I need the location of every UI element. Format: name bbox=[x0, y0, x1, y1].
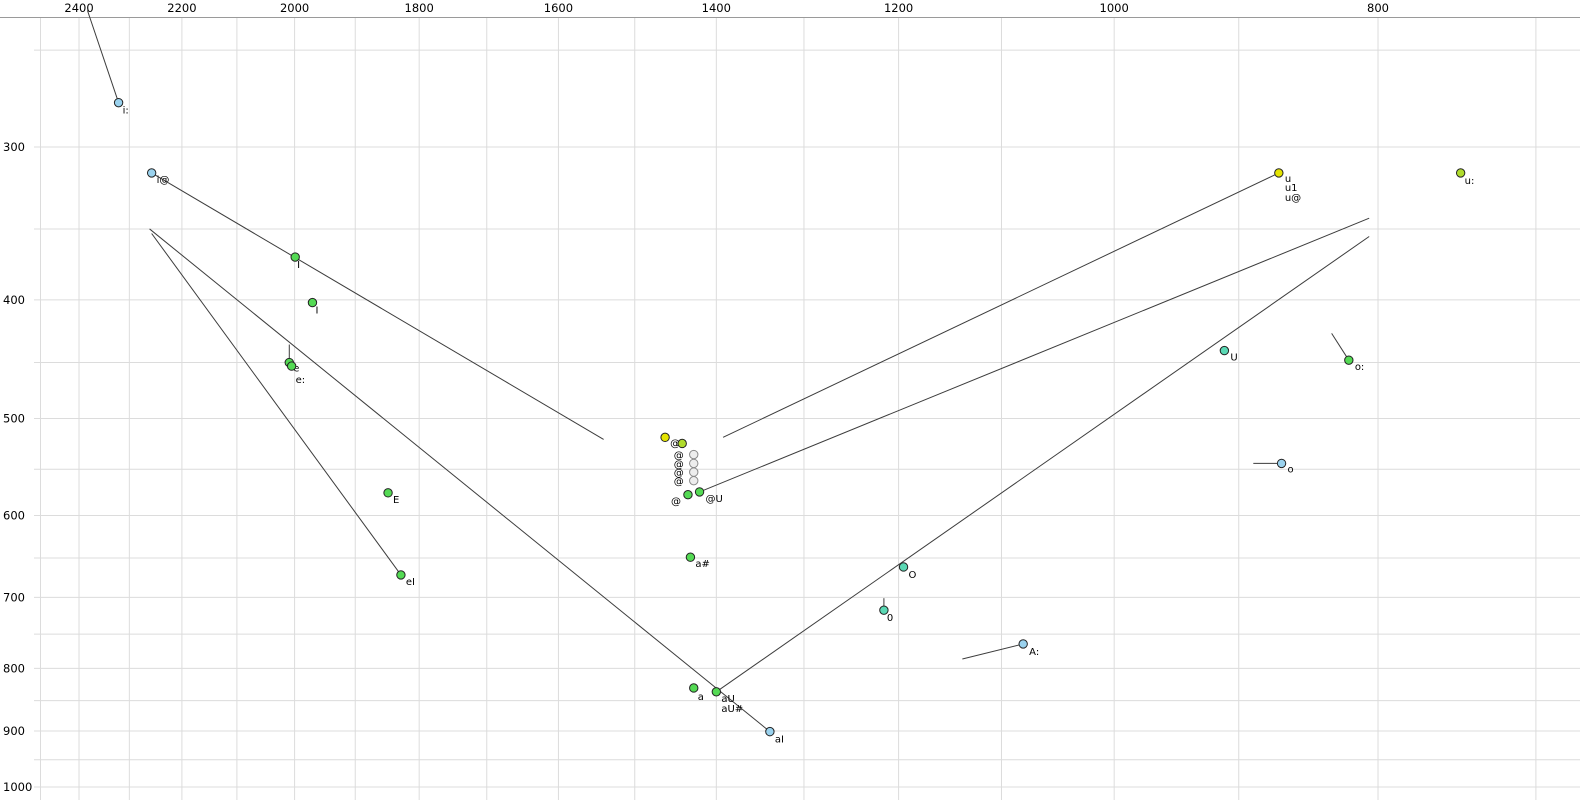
vowel-point-O[interactable] bbox=[898, 562, 909, 572]
x-axis-tick-label: 1000 bbox=[1100, 1, 1129, 15]
vowel-point-@-g4[interactable] bbox=[689, 475, 699, 486]
vowel-label-U: U bbox=[1230, 353, 1237, 364]
vowel-point-i:[interactable] bbox=[113, 97, 124, 108]
vowel-point-U[interactable] bbox=[1219, 345, 1230, 356]
vowel-label-@-g1: @ bbox=[674, 451, 684, 462]
vowel-label-a#: a# bbox=[695, 559, 710, 570]
x-axis-tick-label: 1200 bbox=[884, 1, 913, 15]
vowel-point-@-g3[interactable] bbox=[689, 467, 699, 477]
trajectory-A:-tail bbox=[962, 643, 1024, 660]
vowel-label-u: u1 bbox=[1285, 183, 1298, 194]
vowel-point-I-1[interactable] bbox=[290, 252, 300, 262]
x-axis-tick-label: 2200 bbox=[167, 1, 196, 15]
x-axis-tick-label: 2000 bbox=[280, 1, 309, 15]
vowel-label-@: @ bbox=[671, 497, 681, 508]
y-axis-tick-label: 1000 bbox=[3, 780, 32, 794]
vowel-point-a#[interactable] bbox=[685, 552, 696, 562]
x-axis-tick-label: 1400 bbox=[702, 1, 731, 15]
vowel-point-@1[interactable] bbox=[660, 432, 670, 443]
trajectory-i:-tail bbox=[86, 10, 120, 103]
vowel-point-o[interactable] bbox=[1276, 458, 1287, 469]
vowel-label-u: u@ bbox=[1285, 193, 1301, 204]
vowel-label-E: E bbox=[393, 495, 399, 506]
vowel-label-e:: e: bbox=[296, 375, 306, 386]
y-axis-tick-label: 800 bbox=[3, 661, 25, 675]
trajectory-aI bbox=[149, 228, 771, 733]
vowel-label-aI: aI bbox=[775, 735, 784, 746]
trajectory-@U bbox=[699, 217, 1370, 493]
vowel-point-aI[interactable] bbox=[765, 726, 775, 737]
trajectory-u@ bbox=[722, 172, 1280, 438]
vowel-label-0: 0 bbox=[887, 613, 893, 624]
vowel-point-a[interactable] bbox=[689, 683, 699, 693]
vowel-point-E[interactable] bbox=[383, 488, 393, 498]
y-axis-tick-label: 700 bbox=[3, 590, 25, 604]
x-axis-tick-label: 800 bbox=[1367, 1, 1389, 15]
vowel-point-I-2[interactable] bbox=[307, 297, 318, 308]
trajectory-eI bbox=[151, 233, 402, 576]
vowel-point-u:[interactable] bbox=[1455, 168, 1466, 178]
vowel-label-@-g4: @ bbox=[674, 477, 684, 488]
vowel-label-a: a bbox=[698, 692, 704, 703]
y-axis-tick-label: 300 bbox=[3, 140, 25, 154]
vowel-point-u[interactable] bbox=[1274, 168, 1284, 178]
trajectory-o:-tail bbox=[1331, 333, 1350, 361]
vowel-point-eI[interactable] bbox=[396, 570, 406, 580]
vowel-point-@-y[interactable] bbox=[677, 438, 687, 449]
vowel-label-aU: aU# bbox=[721, 704, 743, 715]
vowel-label-u: u bbox=[1285, 174, 1291, 185]
x-axis-tick-label: 1800 bbox=[405, 1, 434, 15]
vowel-point-0[interactable] bbox=[879, 605, 889, 615]
vowel-label-o: o bbox=[1288, 464, 1294, 475]
y-axis-tick-label: 400 bbox=[3, 293, 25, 307]
vowel-label-@-g2: @ bbox=[674, 459, 684, 470]
vowel-point-@U[interactable] bbox=[694, 487, 705, 497]
x-axis-tick-label: 1600 bbox=[544, 1, 573, 15]
vowel-point-aU[interactable] bbox=[711, 687, 722, 697]
vowel-label-eI: eI bbox=[406, 577, 415, 588]
y-axis-tick-label: 900 bbox=[3, 724, 25, 738]
trajectory-aU bbox=[716, 236, 1370, 693]
vowel-point-@-g1[interactable] bbox=[689, 449, 699, 460]
vowel-label-i:: i: bbox=[123, 106, 129, 117]
vowel-label-I-2: I bbox=[315, 306, 318, 317]
vowel-point-@-g2[interactable] bbox=[689, 458, 699, 469]
vowel-point-@[interactable] bbox=[683, 489, 693, 500]
vowel-label-o:: o: bbox=[1355, 362, 1365, 373]
vowel-label-i@: i@ bbox=[157, 175, 170, 186]
vowel-point-A:[interactable] bbox=[1018, 639, 1028, 649]
x-axis-tick-label: 2400 bbox=[64, 1, 93, 15]
vowel-label-A:: A: bbox=[1029, 647, 1039, 658]
vowel-label-e: e bbox=[293, 364, 299, 375]
y-axis-tick-label: 500 bbox=[3, 412, 25, 426]
trajectory-i@ bbox=[151, 172, 604, 440]
vowel-point-e:[interactable] bbox=[286, 361, 297, 371]
vowel-label-u:: u: bbox=[1465, 176, 1475, 187]
vowel-point-o:[interactable] bbox=[1344, 355, 1354, 365]
vowel-label-O: O bbox=[909, 570, 917, 581]
vowel-label-@-g3: @ bbox=[674, 468, 684, 479]
vowel-label-I-1: I bbox=[297, 260, 300, 271]
y-axis-tick-label: 600 bbox=[3, 508, 25, 522]
vowel-label-aU: aU bbox=[721, 694, 734, 705]
vowel-label-@U: @U bbox=[706, 494, 723, 505]
vowel-point-i@[interactable] bbox=[146, 168, 157, 178]
